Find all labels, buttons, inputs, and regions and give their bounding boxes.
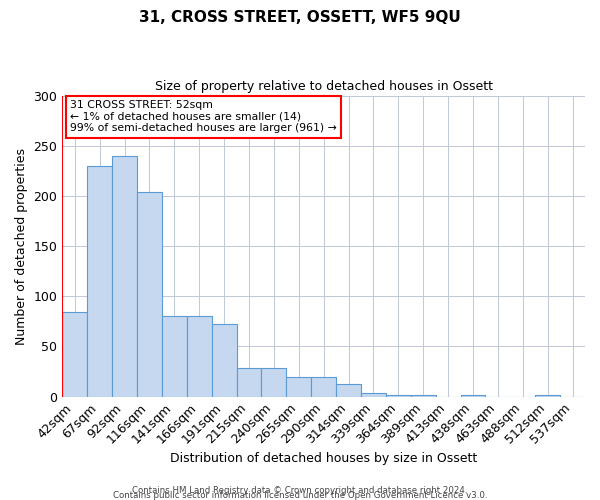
Bar bbox=[311, 376, 336, 396]
Bar bbox=[87, 166, 112, 396]
Bar bbox=[162, 316, 187, 396]
Bar bbox=[461, 394, 485, 396]
Bar bbox=[386, 394, 411, 396]
Text: 31 CROSS STREET: 52sqm
← 1% of detached houses are smaller (14)
99% of semi-deta: 31 CROSS STREET: 52sqm ← 1% of detached … bbox=[70, 100, 337, 134]
Text: Contains public sector information licensed under the Open Government Licence v3: Contains public sector information licen… bbox=[113, 491, 487, 500]
Bar bbox=[187, 316, 212, 396]
Text: Contains HM Land Registry data © Crown copyright and database right 2024.: Contains HM Land Registry data © Crown c… bbox=[132, 486, 468, 495]
Bar bbox=[361, 392, 386, 396]
Bar bbox=[137, 192, 162, 396]
Title: Size of property relative to detached houses in Ossett: Size of property relative to detached ho… bbox=[155, 80, 493, 93]
Y-axis label: Number of detached properties: Number of detached properties bbox=[15, 148, 28, 344]
Bar bbox=[236, 368, 262, 396]
Bar bbox=[262, 368, 286, 396]
Bar bbox=[411, 394, 436, 396]
Bar bbox=[336, 384, 361, 396]
X-axis label: Distribution of detached houses by size in Ossett: Distribution of detached houses by size … bbox=[170, 452, 477, 465]
Bar bbox=[62, 312, 87, 396]
Bar bbox=[286, 376, 311, 396]
Text: 31, CROSS STREET, OSSETT, WF5 9QU: 31, CROSS STREET, OSSETT, WF5 9QU bbox=[139, 10, 461, 25]
Bar bbox=[112, 156, 137, 396]
Bar bbox=[212, 324, 236, 396]
Bar bbox=[535, 394, 560, 396]
